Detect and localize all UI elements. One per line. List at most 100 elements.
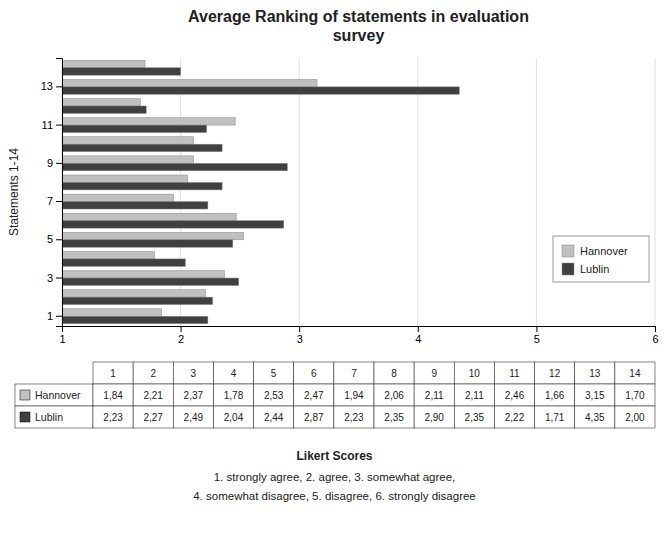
table-value: 2,21 bbox=[143, 390, 163, 401]
table-cell bbox=[334, 384, 374, 406]
y-tick: 7 bbox=[47, 195, 62, 207]
bar bbox=[62, 194, 173, 201]
bars bbox=[62, 60, 459, 323]
x-tick-label: 3 bbox=[297, 333, 303, 345]
y-tick: 3 bbox=[47, 272, 62, 284]
table-cell bbox=[454, 362, 494, 384]
table-header: 3 bbox=[191, 368, 197, 379]
table-value: 2,27 bbox=[143, 412, 163, 423]
legend: Hannover Lublin bbox=[553, 236, 649, 282]
table-cell bbox=[374, 362, 414, 384]
y-tick-label: 13 bbox=[41, 80, 53, 92]
table-value: 1,70 bbox=[625, 390, 645, 401]
table-value: 2,35 bbox=[384, 412, 404, 423]
table-header: 13 bbox=[589, 368, 601, 379]
table-cell bbox=[535, 406, 575, 428]
table-cell bbox=[494, 406, 534, 428]
table-cell bbox=[414, 362, 454, 384]
table-cell bbox=[254, 406, 294, 428]
table-cell bbox=[254, 362, 294, 384]
table-cell bbox=[294, 384, 334, 406]
x-axis: 123456 bbox=[59, 326, 658, 345]
table-cell bbox=[294, 362, 334, 384]
bar bbox=[62, 137, 194, 144]
y-tick-mark bbox=[56, 201, 62, 202]
table-header: 10 bbox=[469, 368, 481, 379]
table-value: 2,90 bbox=[424, 412, 444, 423]
x-tick-mark bbox=[299, 326, 300, 332]
x-tick-label: 2 bbox=[178, 333, 184, 345]
table-value: 2,22 bbox=[505, 412, 525, 423]
grid-line bbox=[417, 58, 418, 326]
table-cell bbox=[454, 406, 494, 428]
table-value: 2,49 bbox=[184, 412, 204, 423]
table-value: 3,15 bbox=[585, 390, 605, 401]
x-tick-label: 5 bbox=[534, 333, 540, 345]
bar bbox=[62, 106, 146, 113]
bar bbox=[62, 163, 287, 170]
table-value: 1,71 bbox=[545, 412, 565, 423]
bar bbox=[62, 144, 222, 151]
table-cell bbox=[535, 362, 575, 384]
table-cell bbox=[254, 384, 294, 406]
table-cell bbox=[173, 406, 213, 428]
table-cell bbox=[133, 384, 173, 406]
y-tick-mark bbox=[56, 86, 62, 87]
table-cell bbox=[93, 384, 133, 406]
table-cell bbox=[334, 362, 374, 384]
plot: 123456135791113HannoverLublin bbox=[0, 58, 659, 345]
bar bbox=[62, 240, 233, 247]
table-value: 1,66 bbox=[545, 390, 565, 401]
bar bbox=[62, 232, 243, 239]
x-tick: 6 bbox=[652, 326, 658, 345]
table-cell bbox=[213, 384, 253, 406]
legend-item: Lublin bbox=[562, 263, 609, 275]
annotation: 4. somewhat disagree, 5. disagree, 6. st… bbox=[193, 490, 476, 502]
y-axis: 135791113 bbox=[41, 59, 63, 327]
bar bbox=[62, 125, 207, 132]
y-tick: 5 bbox=[47, 233, 62, 245]
table-cell bbox=[15, 406, 93, 428]
table-value: 2,23 bbox=[103, 412, 123, 423]
x-tick: 2 bbox=[178, 326, 184, 345]
title-line: Average Ranking of statements in evaluat… bbox=[188, 8, 529, 25]
table-header: 6 bbox=[311, 368, 317, 379]
table-swatch bbox=[20, 412, 30, 422]
table-cell bbox=[615, 362, 655, 384]
annotation: 1. strongly agree, 2. agree, 3. somewhat… bbox=[214, 471, 456, 483]
grid-line bbox=[655, 58, 656, 326]
title: Average Ranking of statements in evaluat… bbox=[188, 8, 529, 44]
table-value: 2,00 bbox=[625, 412, 645, 423]
bar bbox=[62, 202, 208, 209]
table-cell bbox=[15, 384, 93, 406]
x-tick-mark bbox=[536, 326, 537, 332]
table-value: 2,23 bbox=[344, 412, 364, 423]
grid-line bbox=[299, 58, 300, 326]
y-axis-title: Statements 1-14 bbox=[7, 148, 21, 236]
table-value: 2,11 bbox=[425, 390, 444, 401]
y-tick-mark bbox=[56, 239, 62, 240]
table-cell bbox=[93, 362, 133, 384]
bar bbox=[62, 316, 208, 323]
y-tick-label: 3 bbox=[47, 272, 53, 284]
bar bbox=[62, 309, 162, 316]
table-cell bbox=[334, 406, 374, 428]
table-header: 1 bbox=[110, 368, 116, 379]
y-tick: 9 bbox=[47, 157, 62, 169]
x-tick: 5 bbox=[534, 326, 540, 345]
legend-swatch bbox=[562, 245, 574, 257]
table-header: 4 bbox=[231, 368, 237, 379]
bar bbox=[62, 79, 317, 86]
x-tick-label: 6 bbox=[652, 333, 658, 345]
table-header: 12 bbox=[549, 368, 561, 379]
table-value: 2,35 bbox=[465, 412, 485, 423]
table-value: 2,46 bbox=[505, 390, 525, 401]
table-value: 4,35 bbox=[585, 412, 605, 423]
table-cell bbox=[133, 362, 173, 384]
legend-label: Hannover bbox=[580, 245, 628, 257]
table-cell bbox=[494, 384, 534, 406]
table-cell bbox=[173, 362, 213, 384]
table-cell bbox=[133, 406, 173, 428]
table-cell bbox=[575, 406, 615, 428]
table-value: 2,37 bbox=[184, 390, 204, 401]
